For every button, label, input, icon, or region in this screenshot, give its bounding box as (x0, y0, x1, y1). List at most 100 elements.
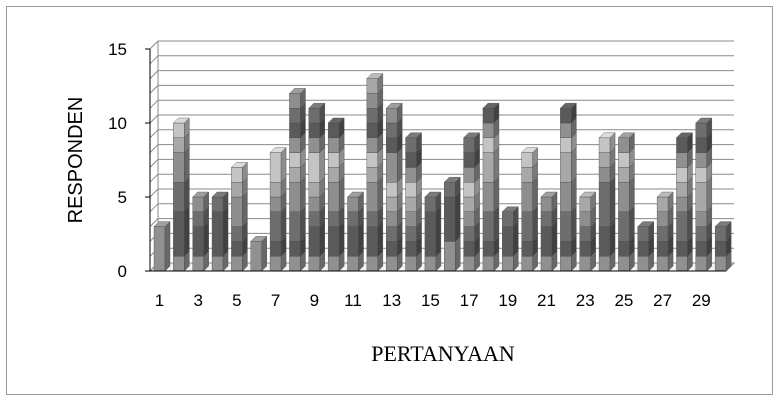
bar-segment (366, 211, 379, 227)
bar-segment (327, 152, 340, 168)
bar-segment (482, 137, 495, 153)
gridline-diagonal (149, 114, 159, 124)
bar-segment (308, 196, 320, 213)
bar-segment (386, 196, 398, 213)
bar-segment (579, 256, 591, 272)
bar-segment (231, 167, 243, 183)
bar (598, 132, 616, 272)
bar-segment (560, 256, 572, 272)
bar-segment (598, 256, 611, 272)
bar-top (385, 102, 403, 109)
bar-segment (502, 211, 514, 227)
x-tick-label: 17 (460, 291, 479, 310)
bar-segment (366, 152, 379, 168)
bars (153, 73, 732, 272)
bar-top (250, 236, 268, 242)
bar-segment (695, 256, 707, 272)
bar-segment (695, 137, 707, 153)
bar-segment-side (493, 206, 500, 242)
x-tick-label: 3 (193, 291, 202, 310)
bar-segment (656, 241, 669, 257)
bar-segment (598, 167, 611, 183)
bar-segment (386, 152, 398, 183)
x-tick-label: 5 (232, 291, 241, 310)
bar-segment (676, 211, 688, 242)
bar-segment-side (532, 206, 538, 242)
bar-segment-side (300, 206, 306, 242)
bar-segment (676, 137, 688, 153)
bar (347, 191, 364, 272)
bar-segment (714, 256, 727, 272)
bar-segment (231, 241, 243, 257)
bar-segment (327, 181, 340, 212)
bar-segment (560, 152, 572, 183)
bar-segment (502, 226, 514, 257)
bar-segment (327, 256, 340, 272)
bar-top (308, 102, 326, 109)
bar-segment-side (532, 176, 538, 213)
bar-segment (618, 256, 630, 272)
bar-segment (656, 196, 669, 213)
bar-segment (366, 137, 379, 153)
bar-segment-side (184, 206, 190, 257)
bar-segment (424, 211, 437, 257)
bar-segment (386, 226, 398, 242)
bar-segment-side (609, 221, 616, 257)
bar-segment (347, 196, 359, 213)
bar-segment (540, 196, 553, 213)
bar-segment (405, 211, 417, 227)
bar-segment (269, 181, 282, 198)
bar-segment (463, 211, 475, 227)
bar-segment-side (184, 147, 190, 183)
bar-segment-side (338, 221, 345, 257)
bar (617, 132, 635, 272)
bar-segment (405, 196, 417, 213)
bar-segment (482, 241, 495, 257)
bar-segment-side (261, 235, 267, 272)
x-tick-label: 19 (498, 291, 517, 310)
bar-segment-side (513, 221, 519, 257)
bar-segment (618, 181, 630, 212)
bar-segment (656, 256, 669, 272)
bar-segment (347, 226, 359, 257)
bar-top (598, 132, 616, 139)
bar-segment (308, 152, 320, 183)
bar-segment (405, 256, 417, 272)
bar-segment (327, 167, 340, 183)
bar-segment-side (629, 206, 635, 242)
bar-segment (502, 256, 514, 272)
bar-segment (463, 241, 475, 257)
bar-segment-side (571, 147, 577, 183)
bar-segment (444, 196, 456, 242)
x-tick-label: 25 (614, 291, 633, 310)
bar-segment (560, 122, 572, 139)
bar-segment (192, 196, 204, 213)
gridline-diagonal (149, 55, 159, 65)
bar-segment-side (629, 176, 635, 213)
bar-segment (560, 211, 572, 242)
bar-segment (269, 211, 282, 242)
bar-segment-side (706, 176, 712, 213)
bar-segment (173, 152, 185, 183)
bar-segment (289, 256, 301, 272)
bar-segment (444, 181, 456, 198)
bar-segment (289, 241, 301, 257)
bar-top (443, 176, 461, 183)
bar-segment (463, 196, 475, 213)
x-tick-label: 13 (382, 291, 401, 310)
bar-segment (366, 181, 379, 212)
bar-segment-side (455, 235, 461, 272)
bar (192, 191, 210, 272)
bar-top (463, 132, 481, 139)
gridline-diagonal (149, 129, 159, 139)
bar-segment (676, 181, 688, 198)
bar-segment (231, 226, 243, 242)
bar (172, 117, 190, 272)
bar-segment (153, 226, 166, 272)
bar-segment (308, 181, 320, 198)
bar-segment (327, 122, 340, 139)
bar-segment (560, 107, 572, 124)
bar-segment (482, 107, 495, 124)
bar-segment-side (222, 206, 229, 257)
